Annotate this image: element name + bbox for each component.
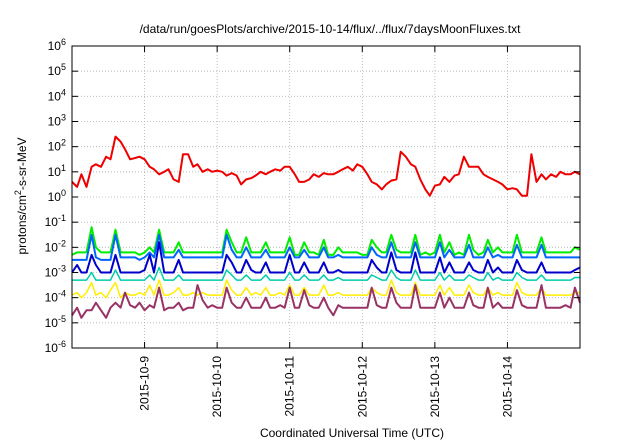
- y-tick-label: 101: [48, 163, 66, 179]
- y-tick-base: 10: [48, 165, 62, 179]
- y-tick-exp: 1: [61, 163, 66, 173]
- y-tick-exp: 4: [61, 87, 66, 97]
- y-axis-title-main: protons/cm: [15, 195, 29, 254]
- series-group: [71, 135, 581, 319]
- x-tick-label: 2015-10-10: [210, 356, 224, 418]
- y-tick-exp: -6: [58, 339, 66, 349]
- y-tick-label: 105: [48, 62, 66, 78]
- series-line-blue-light: [72, 233, 580, 261]
- x-tick-label: 2015-10-11: [283, 356, 297, 417]
- x-tick-label: 2015-10-13: [428, 356, 442, 418]
- y-tick-base: 10: [45, 215, 59, 229]
- series-line-red: [71, 135, 581, 197]
- y-tick-exp: 3: [61, 113, 66, 123]
- y-tick-exp: 2: [61, 138, 66, 148]
- y-tick-base: 10: [45, 240, 59, 254]
- y-tick-exp: 5: [61, 62, 66, 72]
- y-tick-exp: -2: [58, 238, 66, 248]
- y-tick-label: 10-6: [45, 339, 66, 355]
- y-tick-base: 10: [48, 39, 62, 53]
- y-tick-base: 10: [45, 341, 59, 355]
- y-tick-label: 100: [48, 188, 66, 204]
- y-tick-label: 10-2: [45, 238, 66, 254]
- x-tick-label: 2015-10-12: [355, 356, 369, 418]
- y-tick-label: 102: [48, 138, 66, 154]
- y-tick-base: 10: [48, 64, 62, 78]
- y-axis-title: protons/cm2-s-sr-MeV: [13, 137, 29, 254]
- series-line-cyan: [72, 266, 580, 281]
- y-tick-base: 10: [48, 190, 62, 204]
- x-tick-label: 2015-10-14: [500, 356, 514, 418]
- chart-title: /data/run/goesPlots/archive/2015-10-14/f…: [140, 22, 522, 36]
- y-tick-exp: -1: [58, 213, 66, 223]
- y-tick-base: 10: [48, 115, 62, 129]
- y-tick-label: 104: [48, 87, 66, 103]
- series-line-yellow: [71, 279, 580, 299]
- y-tick-label: 10-4: [45, 289, 66, 305]
- y-tick-exp: 6: [61, 37, 66, 47]
- y-tick-base: 10: [48, 89, 62, 103]
- y-axis-title-sup: 2: [13, 190, 23, 195]
- y-axis-title-rest: -s-sr-MeV: [15, 137, 29, 190]
- y-tick-label: 106: [48, 37, 66, 53]
- y-tick-exp: 0: [61, 188, 66, 198]
- x-axis: 2015-10-9 2015-10-10 2015-10-11 2015-10-12 2…: [138, 46, 514, 418]
- y-tick-label: 10-1: [45, 213, 66, 229]
- series-line-green: [71, 226, 581, 256]
- y-tick-label: 10-5: [45, 314, 66, 330]
- series-line-purple: [71, 284, 581, 319]
- y-tick-label: 103: [48, 113, 66, 129]
- y-tick-exp: -5: [58, 314, 66, 324]
- y-tick-base: 10: [48, 140, 62, 154]
- y-tick-label: 10-3: [45, 264, 66, 280]
- x-tick-label: 2015-10-9: [138, 356, 152, 411]
- y-axis: 10-610-510-410-310-210-11001011021031041…: [45, 37, 580, 355]
- y-tick-base: 10: [45, 266, 59, 280]
- y-tick-base: 10: [45, 316, 59, 330]
- y-tick-base: 10: [45, 291, 59, 305]
- y-tick-exp: -4: [58, 289, 66, 299]
- y-tick-exp: -3: [58, 264, 66, 274]
- series-line-blue-dark: [71, 241, 581, 274]
- x-axis-title: Coordinated Universal Time (UTC): [260, 426, 444, 440]
